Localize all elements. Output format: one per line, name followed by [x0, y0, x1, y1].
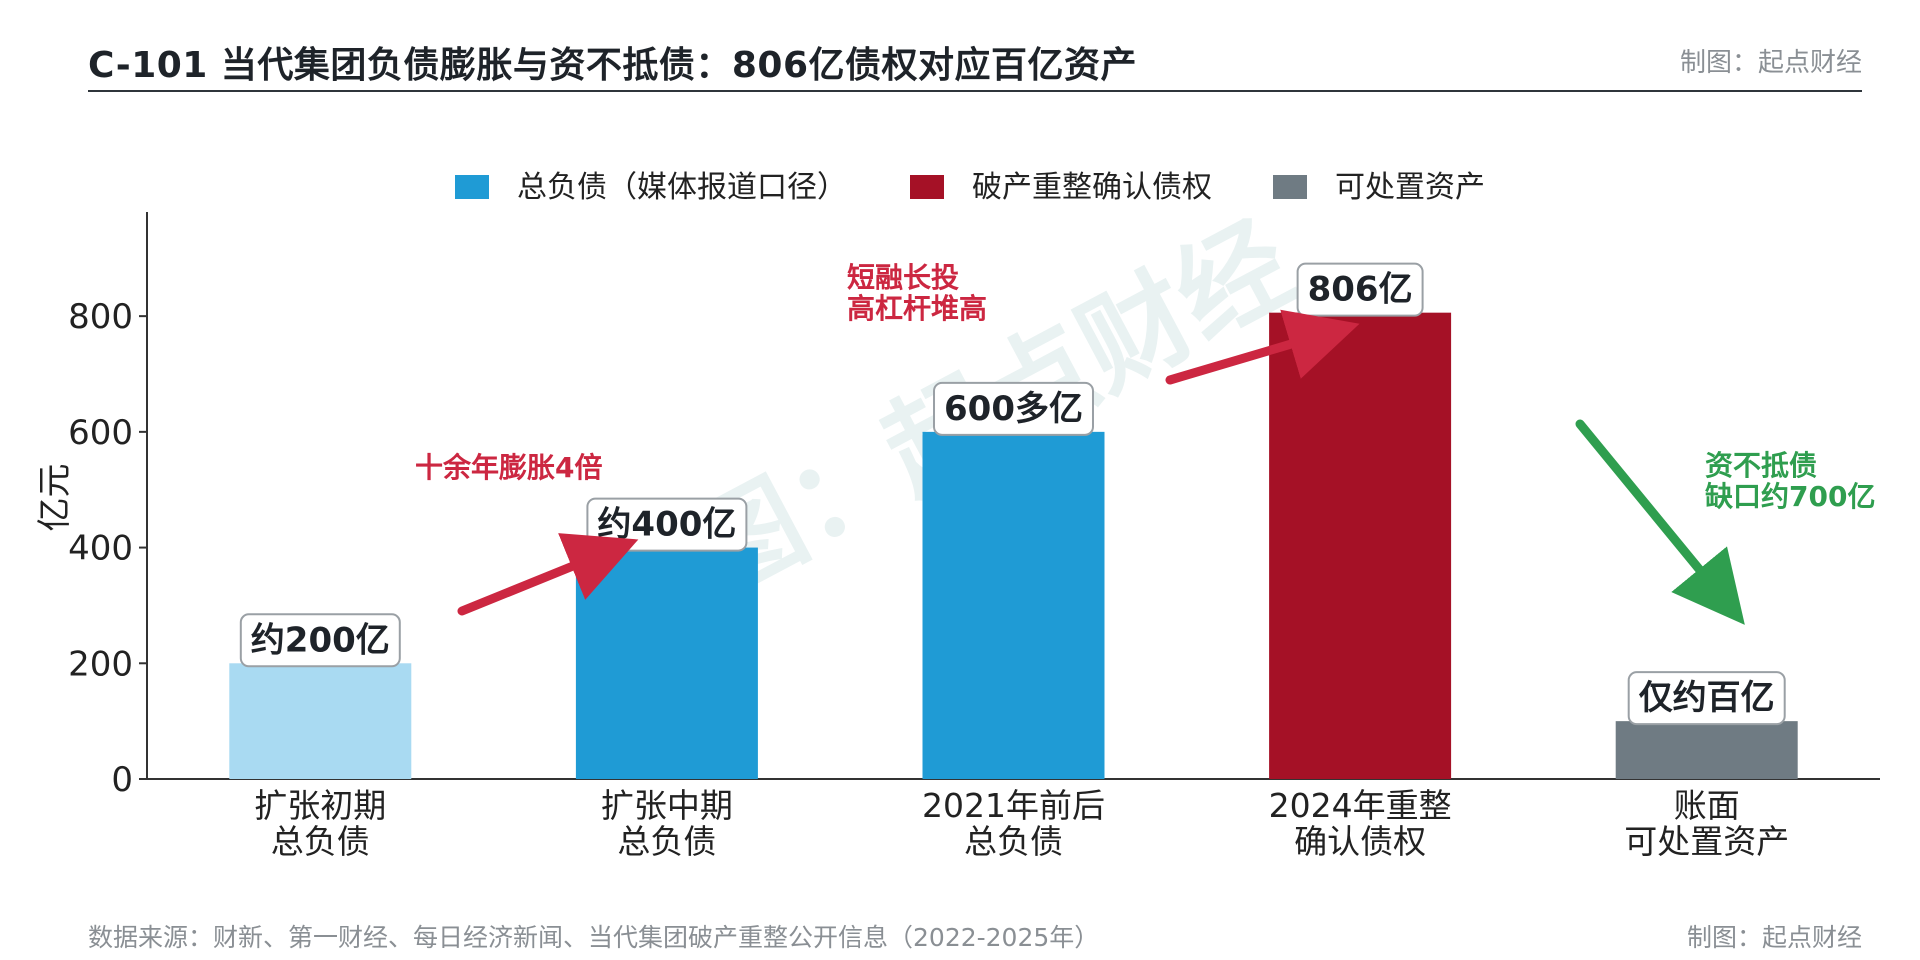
data-label-box — [933, 381, 1094, 436]
legend-entry: 总负债（媒体报道口径） — [455, 170, 847, 205]
legend-label: 总负债（媒体报道口径） — [517, 170, 847, 205]
data-label-text: 仅约百亿 — [1639, 678, 1775, 718]
data-source-note: 数据来源：财新、第一财经、每日经济新闻、当代集团破产重整公开信息（2022-20… — [88, 923, 1100, 952]
footer-credit: 制图：起点财经 — [1686, 923, 1862, 952]
page-title: C-101 当代集团负债膨胀与资不抵债：806亿债权对应百亿资产 — [88, 45, 1138, 86]
bar — [575, 547, 758, 779]
x-tick-label: 2021年前后总负债 — [922, 786, 1105, 861]
data-label: 约400亿 — [586, 497, 748, 552]
y-tick-label: 800 — [68, 297, 133, 337]
y-tick-label: 200 — [68, 644, 133, 684]
legend-swatch — [455, 175, 489, 199]
data-label-text: 806亿 — [1308, 270, 1413, 310]
header-credit: 制图：起点财经 — [1679, 48, 1862, 78]
title-divider — [88, 90, 1862, 92]
legend-entry: 可处置资产 — [1273, 170, 1485, 205]
legend-entry: 破产重整确认债权 — [910, 170, 1212, 205]
legend-swatch — [910, 175, 944, 199]
annotation-text: 十余年膨胀4倍 — [415, 451, 602, 484]
y-tick-label: 400 — [68, 529, 133, 569]
bar — [922, 431, 1105, 779]
annotation-arrow — [1165, 309, 1360, 385]
y-axis-label: 亿元 — [35, 464, 75, 532]
bar — [229, 663, 412, 779]
legend-swatch — [1273, 175, 1307, 199]
legend-label: 破产重整确认债权 — [972, 170, 1212, 205]
data-label-text: 600多亿 — [944, 389, 1083, 429]
annotation-text: 短融长投高杠杆堆高 — [847, 261, 987, 325]
x-tick-label: 2024年重整确认债权 — [1269, 786, 1452, 861]
data-label-text: 约200亿 — [251, 620, 390, 660]
data-label-box — [1627, 671, 1786, 726]
data-label: 806亿 — [1296, 262, 1424, 317]
annotation-arrow — [1575, 419, 1745, 625]
chart-legend: 总负债（媒体报道口径） 破产重整确认债权 可处置资产 — [455, 170, 1485, 205]
bar — [1615, 721, 1798, 779]
y-tick-label: 0 — [111, 760, 133, 800]
data-label: 600多亿 — [933, 381, 1094, 436]
data-label-text: 约400亿 — [597, 505, 736, 545]
annotation-text: 资不抵债缺口约700亿 — [1705, 449, 1875, 513]
data-label-box — [239, 613, 401, 668]
chart-bars — [229, 312, 1798, 779]
x-tick-label: 扩张中期总负债 — [601, 786, 733, 861]
data-label-box — [1296, 262, 1424, 317]
data-label: 约200亿 — [239, 613, 401, 668]
x-tick-label: 扩张初期总负债 — [254, 786, 386, 861]
x-tick-label: 账面可处置资产 — [1624, 786, 1789, 861]
data-label: 仅约百亿 — [1627, 671, 1786, 726]
bar — [1269, 312, 1452, 779]
annotation-arrow — [457, 533, 639, 616]
y-tick-label: 600 — [68, 413, 133, 453]
legend-label: 可处置资产 — [1335, 170, 1485, 205]
